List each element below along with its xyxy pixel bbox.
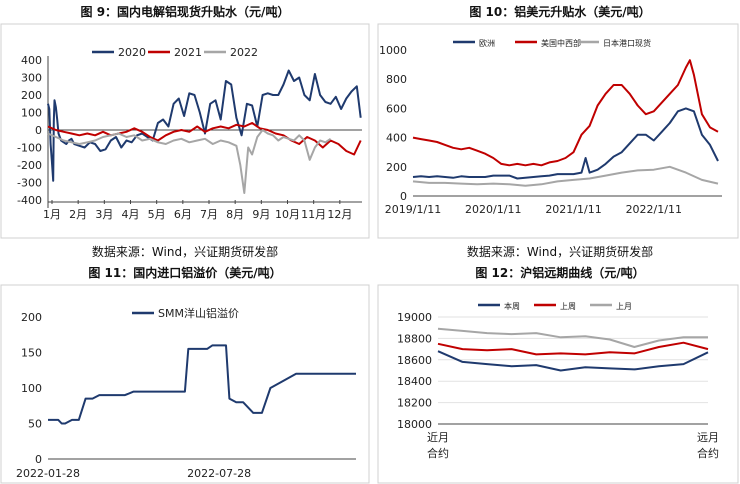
y-tick-label-tl: -400 [17, 194, 42, 207]
y-tick-label-bl: 100 [21, 382, 42, 395]
legend-label-bl: SMM洋山铝溢价 [158, 306, 239, 320]
y-tick-label-br: 18800 [397, 332, 432, 345]
x-tick-label-tr: 2020/1/11 [465, 203, 521, 216]
y-tick-label-tl: -100 [17, 142, 42, 155]
series-line-tl-0 [47, 69, 362, 182]
x-tick-label-tl: 1月 [43, 208, 61, 221]
x-tick-label-tl: 12月 [327, 208, 352, 221]
y-tick-label-tl: 300 [21, 72, 42, 85]
y-tick-label-tl: 100 [21, 107, 42, 120]
x-tick-label-tl: 6月 [174, 208, 192, 221]
series-line-bl-0 [48, 344, 356, 425]
legend-label-tr: 日本港口现货 [603, 38, 651, 48]
x-tick-label-tl: 3月 [95, 208, 113, 221]
y-tick-label-tl: -200 [17, 159, 42, 172]
chart-title-tr: 图 10：铝美元升贴水（美元/吨） [469, 4, 650, 19]
y-tick-label-bl: 0 [35, 453, 42, 466]
series-line-tl-2 [47, 129, 332, 194]
series-line-br-2 [437, 327, 708, 348]
x-tick-label-bl: 2022-01-28 [16, 467, 80, 480]
x-tick-label-br: 近月 [427, 431, 449, 444]
y-tick-label-tr: 600 [386, 102, 407, 115]
legend-label-tr: 欧洲 [479, 38, 495, 48]
x-tick-label-tl: 8月 [226, 208, 244, 221]
x-tick-label-tl: 5月 [148, 208, 166, 221]
y-tick-label-bl: 150 [21, 347, 42, 360]
series-line-tl-1 [47, 122, 362, 156]
x-tick-label-tl: 11月 [301, 208, 326, 221]
series-line-br-0 [437, 350, 709, 372]
legend-label-tl: 2021 [174, 46, 202, 59]
source-note-tr: 数据来源：Wind，兴证期货研发部 [467, 244, 653, 259]
x-tick-label-tl: 4月 [122, 208, 140, 221]
chart-title-br: 图 12：沪铝远期曲线（元/吨） [475, 265, 644, 280]
legend-label-tl: 2020 [118, 46, 146, 59]
x-tick-label-tr: 2019/1/11 [385, 203, 441, 216]
panel-frame-bl [0, 284, 370, 484]
y-tick-label-tr: 200 [386, 161, 407, 174]
x-tick-label-br: 合约 [697, 446, 719, 460]
x-tick-label-br: 合约 [427, 446, 449, 460]
legend-label-tl: 2022 [230, 46, 258, 59]
panel-frame-tl [0, 23, 370, 239]
y-tick-label-br: 18400 [397, 375, 432, 388]
x-tick-label-tr: 2021/1/11 [545, 203, 601, 216]
y-tick-label-tr: 800 [386, 73, 407, 86]
panel-frame-tr [377, 23, 739, 239]
series-line-tr-0 [412, 107, 719, 180]
series-line-tr-1 [412, 59, 719, 167]
source-note-tl: 数据来源：Wind，兴证期货研发部 [92, 244, 278, 259]
y-tick-label-br: 18000 [397, 418, 432, 431]
panel-frame-br [377, 284, 739, 484]
x-tick-label-tl: 9月 [252, 208, 270, 221]
y-tick-label-bl: 200 [21, 311, 42, 324]
y-tick-label-tl: -300 [17, 177, 42, 190]
y-tick-label-tr: 0 [400, 190, 407, 203]
y-tick-label-tr: 1000 [379, 44, 407, 57]
x-tick-label-tl: 7月 [200, 208, 218, 221]
legend-label-br: 上周 [560, 302, 576, 311]
x-tick-label-tl: 2月 [69, 208, 87, 221]
series-line-br-1 [437, 341, 709, 356]
x-tick-label-br: 远月 [697, 431, 719, 444]
y-tick-label-tl: 200 [21, 89, 42, 102]
x-tick-label-bl: 2022-07-28 [187, 467, 251, 480]
y-tick-label-br: 18200 [397, 397, 432, 410]
series-line-tr-2 [412, 165, 719, 187]
y-tick-label-tl: 0 [35, 124, 42, 137]
y-tick-label-br: 18600 [397, 354, 432, 367]
y-tick-label-bl: 50 [28, 418, 42, 431]
x-tick-label-tl: 10月 [275, 208, 300, 221]
y-tick-label-tr: 400 [386, 132, 407, 145]
legend-label-br: 上月 [616, 302, 632, 311]
y-tick-label-tl: 400 [21, 54, 42, 67]
legend-label-tr: 美国中西部 [541, 38, 581, 48]
chart-title-tl: 图 9：国内电解铝现货升贴水（元/吨） [81, 4, 290, 19]
x-tick-label-tr: 2022/1/11 [626, 203, 682, 216]
chart-title-bl: 图 11：国内进口铝溢价（美元/吨） [88, 265, 281, 280]
y-tick-label-br: 19000 [397, 311, 432, 324]
legend-label-br: 本周 [504, 301, 520, 311]
